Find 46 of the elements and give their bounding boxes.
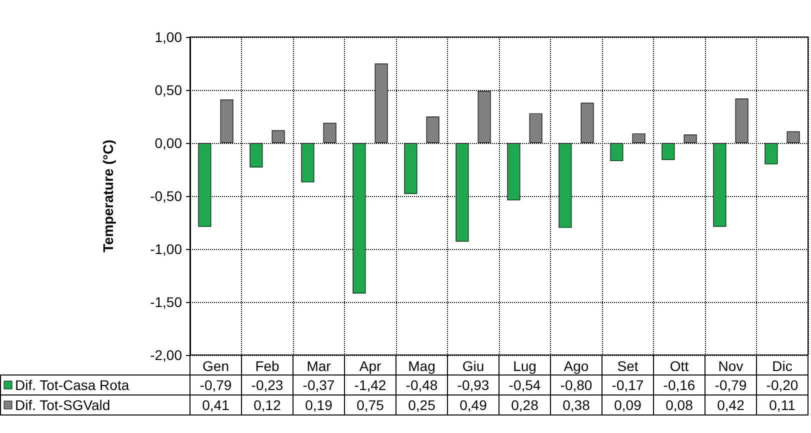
x-tick-label: Mag xyxy=(408,358,436,374)
data-label: 0,19 xyxy=(305,397,333,413)
data-label: 0,25 xyxy=(408,397,436,413)
x-tick-label: Mar xyxy=(306,358,332,374)
y-tick-label: -1,50 xyxy=(150,294,182,310)
x-tick-label: Lug xyxy=(513,358,536,374)
y-tick-label: -1,00 xyxy=(150,241,182,257)
x-tick-label: Set xyxy=(617,358,638,374)
data-label: -0,17 xyxy=(612,377,644,393)
x-tick-label: Apr xyxy=(359,358,382,374)
data-label: -0,93 xyxy=(457,377,490,393)
data-label: 0,12 xyxy=(254,397,282,413)
data-label: 0,09 xyxy=(614,397,642,413)
x-tick-label: Dic xyxy=(772,358,792,374)
data-label: -0,79 xyxy=(200,377,232,393)
x-tick-label: Giu xyxy=(462,358,484,374)
data-label: -0,48 xyxy=(406,377,438,393)
y-tick-label: 0,00 xyxy=(154,135,182,151)
y-tick-label: 1,00 xyxy=(154,29,182,45)
x-tick-label: Gen xyxy=(202,358,229,374)
data-label: -0,20 xyxy=(766,377,798,393)
data-label: 0,42 xyxy=(717,397,745,413)
data-label: -0,79 xyxy=(714,377,747,393)
data-label: -0,80 xyxy=(560,377,592,393)
x-tick-label: Feb xyxy=(255,358,280,374)
data-label: 0,08 xyxy=(666,397,694,413)
legend-label: Dif. Tot-SGVald xyxy=(15,397,110,413)
data-label: 0,11 xyxy=(769,397,796,413)
x-tick-label: Ago xyxy=(564,358,589,374)
data-label: 0,41 xyxy=(202,397,230,413)
data-label: -0,23 xyxy=(251,377,284,393)
data-label: -0,16 xyxy=(663,377,696,393)
x-tick-label: Ott xyxy=(670,358,689,374)
data-label: 0,38 xyxy=(562,397,590,413)
data-label: 0,49 xyxy=(460,397,488,413)
data-label: 0,75 xyxy=(356,397,384,413)
y-axis-title: Temperature (°C) xyxy=(100,140,116,252)
data-label: -0,37 xyxy=(302,377,335,393)
data-label: 0,28 xyxy=(511,397,539,413)
data-label: -1,42 xyxy=(354,377,386,393)
y-tick-label: 0,50 xyxy=(154,82,182,98)
x-tick-label: Nov xyxy=(718,358,744,374)
legend-label: Dif. Tot-Casa Rota xyxy=(15,377,130,393)
data-label: -0,54 xyxy=(508,377,541,393)
y-tick-label: -2,00 xyxy=(150,347,182,363)
y-tick-label: -0,50 xyxy=(150,188,182,204)
